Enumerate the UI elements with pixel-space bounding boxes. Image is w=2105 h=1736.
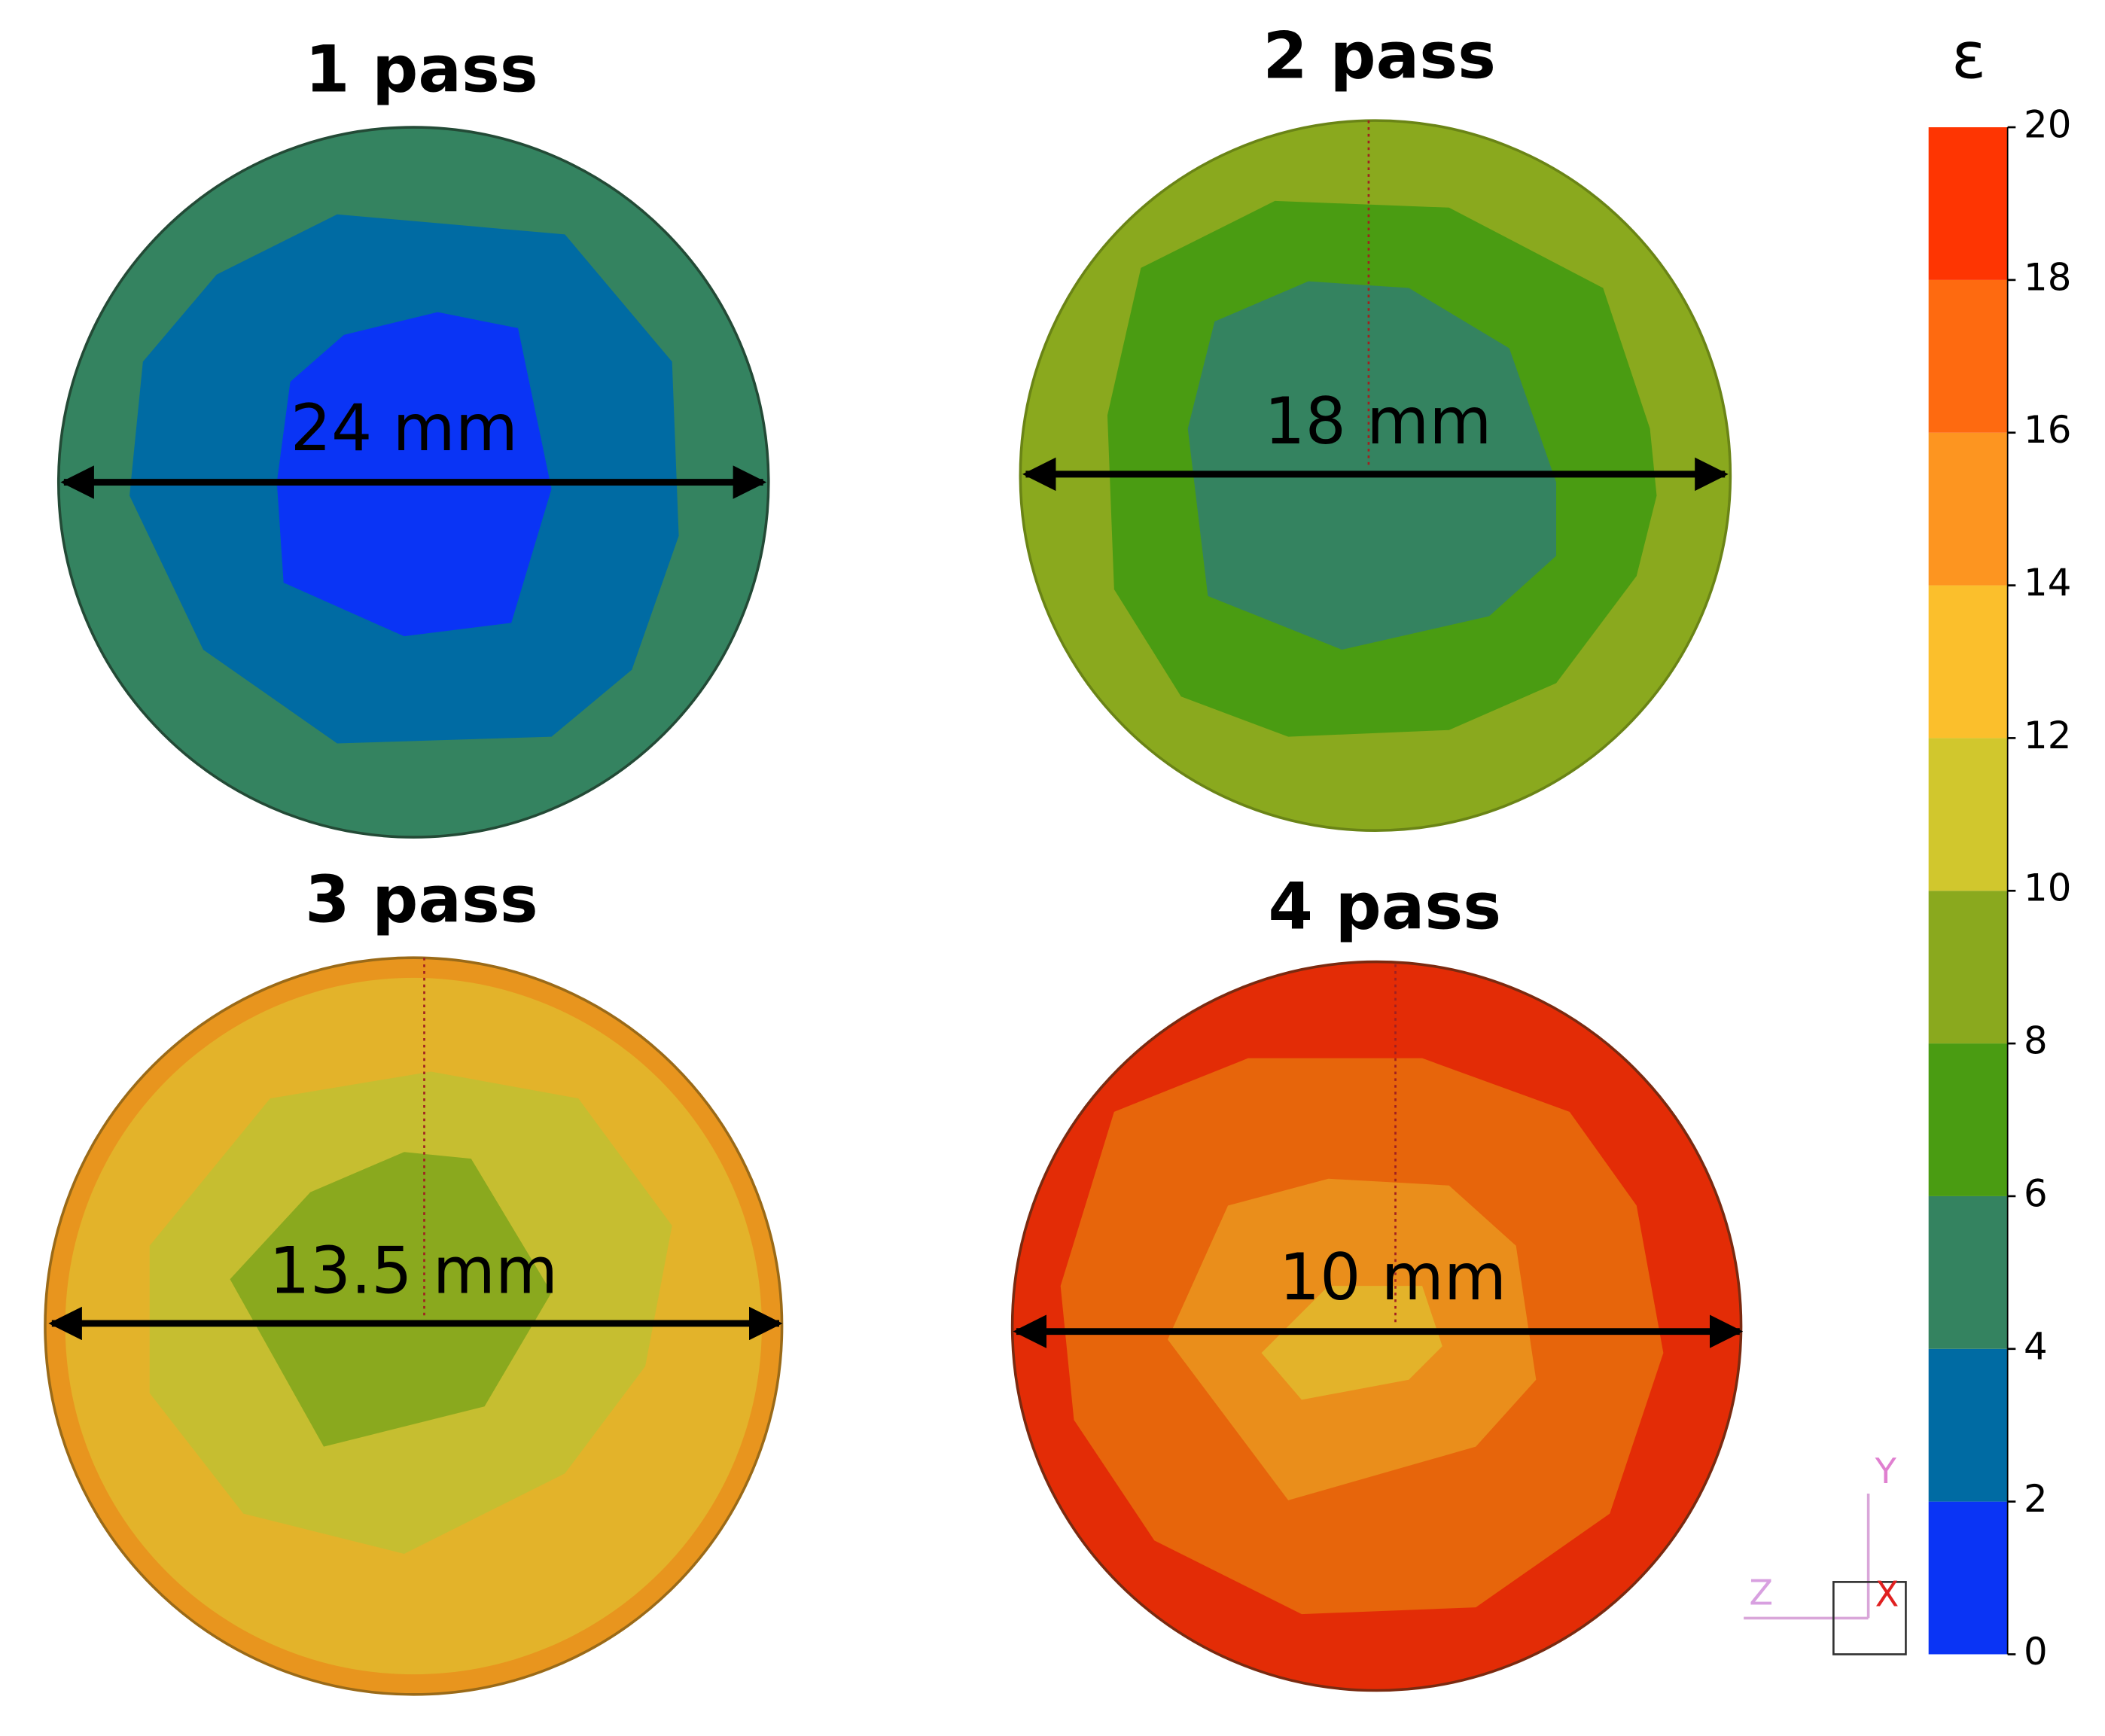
axis-label: Y — [1875, 1451, 1897, 1491]
colorbar-band — [1928, 891, 2008, 1044]
tick-label: 8 — [2024, 1019, 2048, 1063]
dimension-label: 10 mm — [1279, 1241, 1506, 1315]
tick-label: 4 — [2024, 1324, 2048, 1368]
axis-box — [1832, 1581, 1907, 1655]
axis-label: Z — [1749, 1573, 1773, 1613]
panel-title: 4 pass — [1268, 870, 1501, 944]
dimension-label: 18 mm — [1264, 385, 1491, 459]
colorbar-band — [1928, 1348, 2008, 1502]
tick-label: 6 — [2024, 1171, 2048, 1215]
contour — [230, 1152, 552, 1447]
colorbar-band — [1928, 738, 2008, 891]
colorbar-band — [1928, 585, 2008, 739]
colorbar-band — [1928, 1043, 2008, 1196]
panel-title: 2 pass — [1263, 19, 1496, 93]
panel: 1 pass 24 mm — [56, 32, 770, 839]
colorbar-label: ε — [1951, 19, 1986, 93]
panel: 4 pass 10 mm — [1010, 870, 1744, 1692]
axis-label: X — [1875, 1573, 1899, 1614]
tick-label: 10 — [2024, 866, 2071, 910]
colorbar-band — [1928, 1501, 2008, 1655]
panel-title: 3 pass — [305, 863, 538, 937]
dimension-label: 24 mm — [291, 391, 518, 466]
tick-label: 0 — [2024, 1630, 2048, 1674]
panel: 2 pass 18 mm — [1019, 19, 1732, 832]
colorbar: ε 0 2 4 6 8 10 12 14 16 18 20 — [1928, 19, 2071, 1674]
axis-triad: Y Z X — [1744, 1451, 1907, 1655]
tick-label: 18 — [2024, 255, 2071, 299]
dimension-label: 13.5 mm — [269, 1234, 558, 1308]
panel: 3 pass 13.5 mm — [44, 863, 784, 1696]
colorbar-band — [1928, 279, 2008, 433]
tick-label: 16 — [2024, 408, 2071, 452]
tick-label: 20 — [2024, 103, 2071, 147]
tick-label: 2 — [2024, 1477, 2048, 1521]
contour — [276, 312, 552, 637]
tick-label: 12 — [2024, 714, 2071, 757]
tick-label: 14 — [2024, 561, 2071, 605]
panel-title: 1 pass — [305, 32, 538, 107]
colorbar-band — [1928, 432, 2008, 586]
colorbar-band — [1928, 127, 2008, 280]
colorbar-band — [1928, 1195, 2008, 1349]
